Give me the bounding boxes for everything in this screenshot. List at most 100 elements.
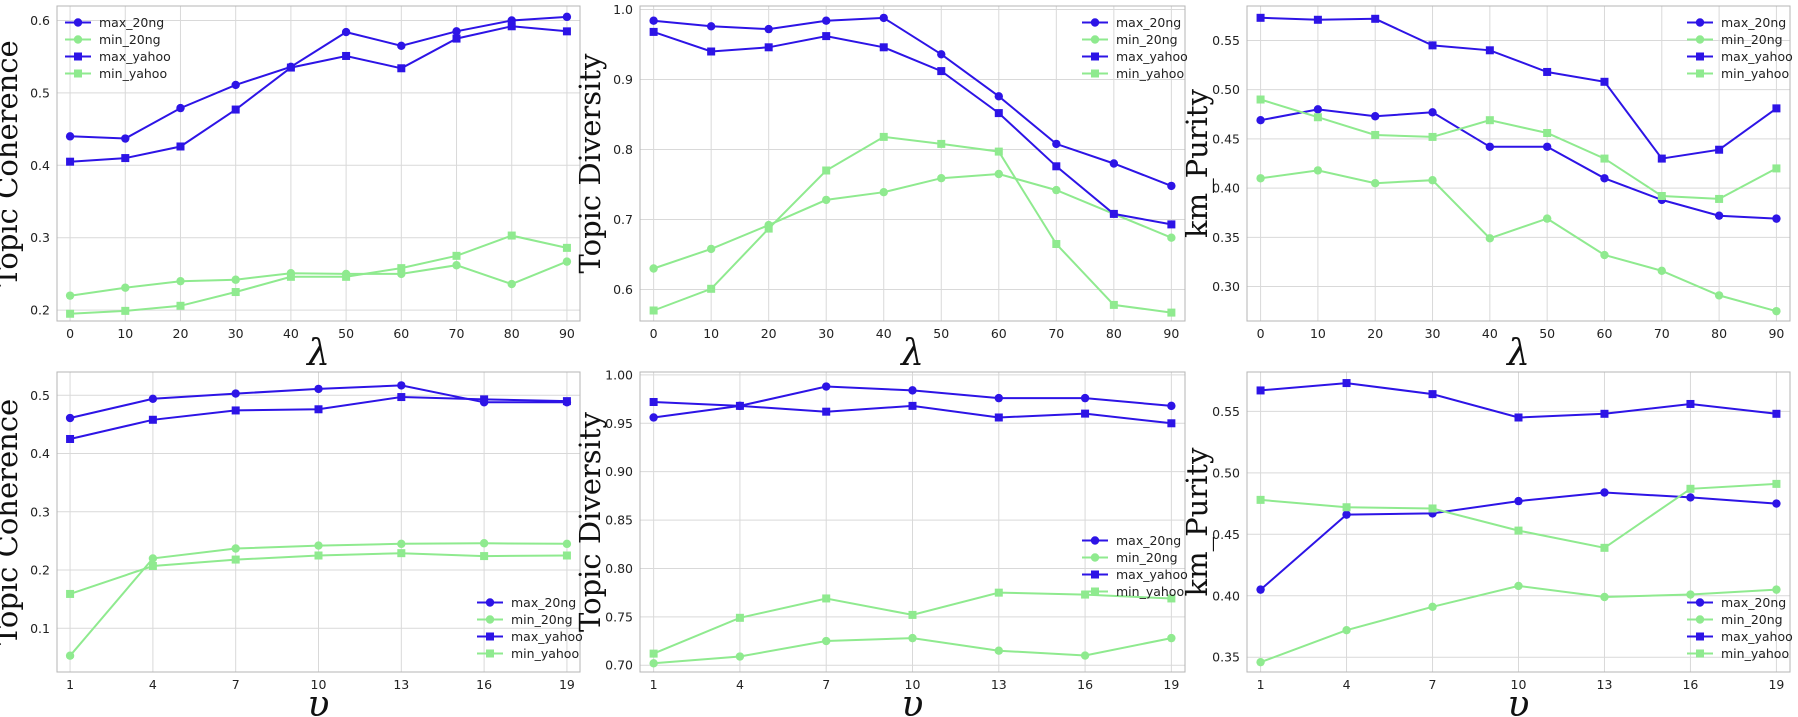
y-tick-label: 1.0	[613, 2, 633, 17]
series-line	[1260, 98, 1777, 200]
x-axis-label: λ	[1505, 333, 1530, 374]
data-point	[764, 24, 773, 34]
data-point	[1600, 154, 1609, 163]
data-point	[994, 92, 1003, 101]
y-tick-label: 0.55	[1212, 33, 1240, 48]
data-point	[994, 413, 1003, 422]
x-tick-label: 1	[1257, 677, 1265, 692]
data-point	[1715, 145, 1724, 154]
y-tick-label: 0.45	[1212, 131, 1240, 146]
x-axis-label: λ	[899, 333, 924, 374]
x-tick-label: 7	[1429, 677, 1437, 692]
data-point	[1256, 95, 1265, 104]
series-min-yahoo	[66, 549, 571, 598]
data-point	[1686, 399, 1695, 408]
data-point	[879, 188, 888, 197]
data-point	[1109, 300, 1118, 309]
data-point	[937, 50, 946, 59]
data-point	[480, 395, 489, 404]
data-point	[1109, 159, 1119, 168]
data-point	[1772, 585, 1781, 594]
y-tick-label: 0.4	[30, 446, 50, 461]
data-point	[1485, 234, 1495, 243]
data-point	[1081, 409, 1090, 418]
data-point	[994, 109, 1003, 118]
data-point	[66, 309, 75, 318]
data-point	[994, 393, 1003, 403]
data-point	[1313, 105, 1323, 114]
data-point	[908, 386, 917, 395]
legend-label: max_20ng	[99, 15, 164, 30]
x-tick-label: 20	[1367, 326, 1383, 341]
legend-marker	[1091, 587, 1099, 596]
data-point	[649, 659, 658, 668]
data-point	[231, 80, 240, 90]
x-tick-label: 13	[1597, 677, 1613, 692]
data-point	[231, 555, 240, 564]
data-point	[176, 276, 185, 286]
x-tick-label: 40	[283, 326, 299, 341]
legend-item: max_yahoo	[65, 49, 171, 64]
data-point	[1714, 291, 1724, 300]
data-point	[1600, 77, 1609, 86]
data-point	[148, 554, 158, 563]
data-point	[1167, 401, 1176, 411]
x-tick-label: 19	[559, 677, 575, 692]
data-point	[1657, 154, 1666, 163]
data-point	[908, 610, 917, 619]
y-tick-label: 0.3	[30, 504, 50, 519]
y-tick-label: 0.35	[1212, 650, 1240, 665]
x-tick-label: 70	[1654, 326, 1670, 341]
data-point	[1428, 390, 1437, 399]
series-min-20ng	[1256, 166, 1781, 316]
data-point	[314, 384, 323, 394]
legend-marker	[1695, 35, 1705, 44]
series-min-yahoo	[1256, 479, 1781, 552]
legend-item: min_yahoo	[1082, 584, 1184, 599]
data-point	[231, 275, 240, 284]
x-axis-label: υ	[308, 684, 330, 717]
data-point	[764, 224, 773, 233]
y-axis-label: Topic Diversity	[573, 53, 607, 274]
data-point	[65, 651, 75, 660]
x-tick-label: 10	[905, 677, 921, 692]
legend-marker	[1695, 18, 1705, 27]
series-min-20ng	[649, 633, 1176, 668]
series-min-20ng	[649, 169, 1176, 273]
data-point	[562, 539, 572, 549]
x-tick-label: 0	[1257, 326, 1265, 341]
data-point	[1657, 266, 1666, 275]
x-tick-label: 70	[449, 326, 465, 341]
legend-item: max_yahoo	[477, 629, 583, 644]
data-point	[1485, 142, 1495, 151]
data-point	[65, 291, 75, 300]
data-point	[1600, 409, 1609, 418]
data-point	[121, 154, 130, 163]
y-tick-label: 0.40	[1212, 181, 1240, 196]
legend: max_20ng min_20ng max_yahoo min_yahoo	[1687, 595, 1793, 661]
data-point	[735, 613, 744, 622]
x-tick-label: 0	[66, 326, 74, 341]
data-point	[121, 283, 130, 292]
data-point	[1052, 240, 1061, 248]
data-point	[1167, 308, 1176, 317]
legend-marker	[1695, 598, 1705, 607]
data-point	[1256, 657, 1265, 667]
data-point	[562, 12, 572, 22]
x-tick-label: 10	[703, 326, 719, 341]
series-max-yahoo	[66, 393, 571, 443]
y-tick-label: 0.3	[30, 230, 50, 245]
data-point	[176, 142, 185, 151]
data-point	[1313, 113, 1322, 122]
x-axis-label: λ	[305, 333, 330, 374]
legend-label: min_20ng	[99, 32, 161, 47]
legend-marker	[486, 649, 494, 658]
data-point	[1772, 499, 1781, 508]
data-point	[121, 306, 130, 315]
plot-frame	[1246, 371, 1791, 673]
data-point	[764, 43, 773, 52]
y-tick-label: 0.6	[613, 282, 633, 297]
x-tick-label: 50	[338, 326, 354, 341]
series-max-yahoo	[649, 27, 1176, 229]
x-tick-label: 30	[818, 326, 834, 341]
